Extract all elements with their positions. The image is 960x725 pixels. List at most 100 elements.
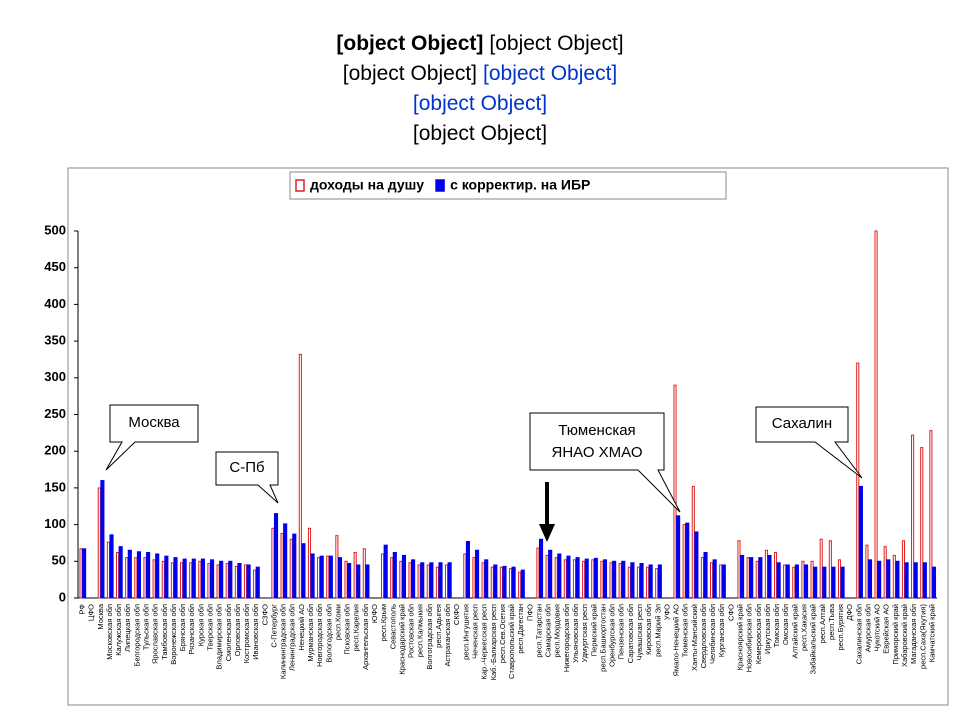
title-line: [object Object] [object Object]	[343, 62, 617, 85]
bar	[173, 557, 178, 599]
bar	[283, 523, 288, 599]
bar	[575, 557, 580, 599]
bar	[125, 557, 129, 599]
x-tick-label: Краснодарский край	[397, 604, 406, 675]
bar	[703, 551, 708, 599]
x-tick-label: Алтайский край	[790, 604, 799, 658]
bar	[225, 563, 229, 599]
x-tick-label: респ.Алтай	[818, 604, 827, 643]
y-tick-label: 300	[44, 369, 66, 384]
bar	[566, 555, 571, 599]
x-tick-label: Тульская обл	[142, 604, 151, 650]
bar	[465, 540, 470, 599]
title-block: [object Object] [object Object][object Ob…	[336, 32, 623, 145]
x-tick-label: Орловская обл	[233, 604, 242, 656]
bar	[301, 543, 306, 599]
x-tick-label: Тюменская обл	[681, 604, 690, 657]
y-tick-label: 150	[44, 479, 66, 494]
callout: С-Пб	[215, 451, 279, 504]
bar	[856, 362, 860, 599]
bar	[794, 564, 799, 599]
bar	[97, 487, 101, 599]
x-tick-label: Чукотский АО	[873, 604, 882, 652]
bar	[481, 562, 485, 599]
bar	[381, 553, 385, 599]
bar	[627, 566, 631, 599]
x-tick-label: ЦФО	[87, 604, 96, 621]
bar	[134, 557, 138, 599]
x-tick-label: Томская обл	[772, 604, 781, 647]
x-tick-label: Смоленская обл	[224, 604, 233, 661]
x-tick-label: Ямало-Ненецкий АО	[672, 604, 681, 677]
bar	[429, 562, 434, 599]
x-tick-label: Забайкальский край	[809, 604, 818, 674]
bar	[886, 559, 891, 599]
x-tick-label: респ.Адыгея	[434, 604, 443, 648]
bar	[676, 515, 681, 599]
callout: Тюменская ЯНАО ХМАО	[529, 412, 681, 513]
bar	[189, 562, 193, 599]
x-tick-label: респ.Башкортостан	[598, 604, 607, 672]
bar	[737, 540, 741, 599]
bar	[444, 564, 449, 599]
x-tick-label: Московская обл	[105, 604, 114, 660]
x-tick-label: Каб.-Балкарская респ	[489, 604, 498, 680]
bar	[170, 562, 174, 599]
legend	[289, 171, 727, 200]
x-tick-label: Сахалинская обл	[854, 604, 863, 664]
bar	[356, 564, 361, 599]
y-tick-label: 450	[44, 259, 66, 274]
bar	[783, 564, 787, 599]
x-tick-label: Севастополь	[388, 604, 397, 649]
bar	[499, 566, 503, 599]
bar	[538, 538, 544, 599]
bar	[353, 551, 357, 599]
bar	[837, 559, 842, 599]
x-tick-label: Красноярский край	[736, 604, 745, 670]
bar	[673, 384, 677, 599]
bar	[337, 557, 343, 599]
bar	[746, 557, 750, 599]
x-tick-label: Омская обл	[781, 604, 790, 645]
bar	[691, 485, 695, 599]
bar	[255, 566, 260, 599]
bar	[911, 434, 915, 599]
bar	[219, 560, 224, 599]
bar	[582, 560, 586, 599]
bar	[682, 524, 686, 599]
bar	[591, 559, 595, 599]
y-tick-label: 250	[44, 406, 66, 421]
bar	[328, 555, 333, 599]
bar	[118, 546, 123, 599]
callout-box	[105, 404, 199, 471]
bar	[438, 562, 443, 599]
x-tick-label: респ.Марий Эл	[653, 604, 662, 657]
bar	[319, 555, 324, 599]
bar	[246, 564, 251, 599]
bar	[920, 447, 924, 599]
bar	[685, 522, 690, 599]
bar	[584, 558, 589, 599]
x-tick-label: Рязанская обл	[187, 604, 196, 655]
bar	[831, 566, 836, 599]
bar	[79, 548, 83, 599]
title-run: [object Object]	[483, 62, 617, 85]
bar	[719, 564, 723, 599]
bar	[198, 560, 202, 599]
bar	[822, 566, 827, 599]
bar	[390, 557, 394, 599]
bar	[721, 564, 726, 599]
bar	[895, 560, 900, 599]
x-tick-label: респ.Коми	[333, 604, 342, 640]
bar	[819, 538, 823, 599]
x-tick-label: СФО	[726, 604, 735, 621]
y-tick-label: 0	[59, 589, 66, 604]
bar	[901, 540, 906, 599]
y-tick-label: 50	[52, 553, 66, 568]
x-tick-label: СЗФО	[260, 604, 269, 625]
x-tick-label: Архангельская обл	[361, 604, 370, 670]
bar	[326, 555, 330, 599]
x-tick-label: Пензенская обл	[617, 604, 626, 659]
bar	[883, 546, 887, 599]
